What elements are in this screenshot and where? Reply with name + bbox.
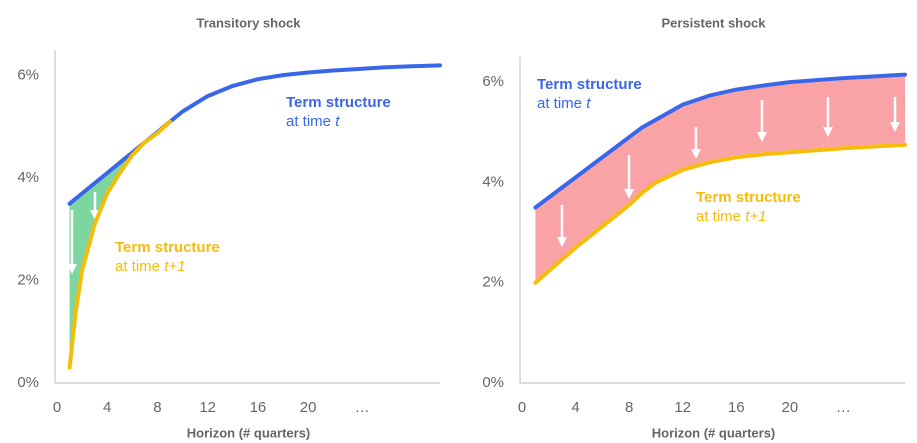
legend-note: at time t bbox=[286, 113, 340, 130]
x-axis-label: Horizon (# quarters) bbox=[187, 425, 311, 440]
x-tick-label: … bbox=[355, 399, 370, 416]
gap-fill bbox=[535, 76, 905, 281]
arrow-head bbox=[823, 127, 833, 137]
y-tick-label: 2% bbox=[482, 274, 504, 291]
legend-note-text: at time bbox=[696, 208, 745, 225]
x-tick-label: 8 bbox=[625, 399, 633, 416]
x-tick-label: 20 bbox=[781, 399, 798, 416]
legend-note: at time t+1 bbox=[696, 208, 766, 225]
x-tick-label: 20 bbox=[300, 399, 317, 416]
y-tick-label: 6% bbox=[482, 73, 504, 90]
x-tick-label: 0 bbox=[518, 399, 526, 416]
x-tick-label: … bbox=[836, 399, 851, 416]
x-tick-label: 12 bbox=[199, 399, 216, 416]
y-tick-label: 2% bbox=[17, 272, 39, 289]
chart-title: Persistent shock bbox=[661, 15, 766, 30]
legend-note: at time t+1 bbox=[115, 258, 185, 275]
legend-var: t bbox=[586, 95, 591, 112]
x-tick-label: 8 bbox=[153, 399, 161, 416]
x-tick-label: 0 bbox=[53, 399, 61, 416]
legend-note: at time t bbox=[537, 95, 591, 112]
x-axis-label: Horizon (# quarters) bbox=[652, 425, 776, 440]
x-tick-label: 12 bbox=[674, 399, 691, 416]
legend-name: Term structure bbox=[115, 239, 220, 256]
y-tick-label: 4% bbox=[17, 169, 39, 186]
legend-var: t bbox=[335, 113, 340, 130]
legend-note-text: at time bbox=[537, 95, 586, 112]
legend-note-text: at time bbox=[286, 113, 335, 130]
y-tick-label: 4% bbox=[482, 173, 504, 190]
gap-fill bbox=[69, 130, 158, 366]
y-tick-label: 0% bbox=[17, 374, 39, 391]
series-line bbox=[67, 63, 442, 206]
x-tick-label: 16 bbox=[250, 399, 267, 416]
x-tick-label: 16 bbox=[728, 399, 745, 416]
chart-title: Transitory shock bbox=[196, 15, 301, 30]
arrow-head bbox=[890, 122, 900, 132]
arrow-head bbox=[624, 189, 634, 199]
legend-name: Term structure bbox=[696, 189, 801, 206]
arrow-head bbox=[557, 237, 567, 247]
legend-var: t+1 bbox=[745, 208, 766, 225]
legend-var: t+1 bbox=[164, 258, 185, 275]
legend-name: Term structure bbox=[537, 76, 642, 93]
series-line bbox=[533, 142, 907, 285]
x-tick-label: 4 bbox=[571, 399, 579, 416]
arrow-head bbox=[691, 149, 701, 159]
legend-name: Term structure bbox=[286, 94, 391, 111]
series-line bbox=[67, 119, 172, 370]
y-tick-label: 0% bbox=[482, 374, 504, 391]
x-tick-label: 4 bbox=[103, 399, 111, 416]
y-tick-label: 6% bbox=[17, 67, 39, 84]
arrow-head bbox=[67, 264, 77, 274]
arrow-head bbox=[757, 132, 767, 142]
series-line bbox=[533, 72, 907, 210]
legend-note-text: at time bbox=[115, 258, 164, 275]
